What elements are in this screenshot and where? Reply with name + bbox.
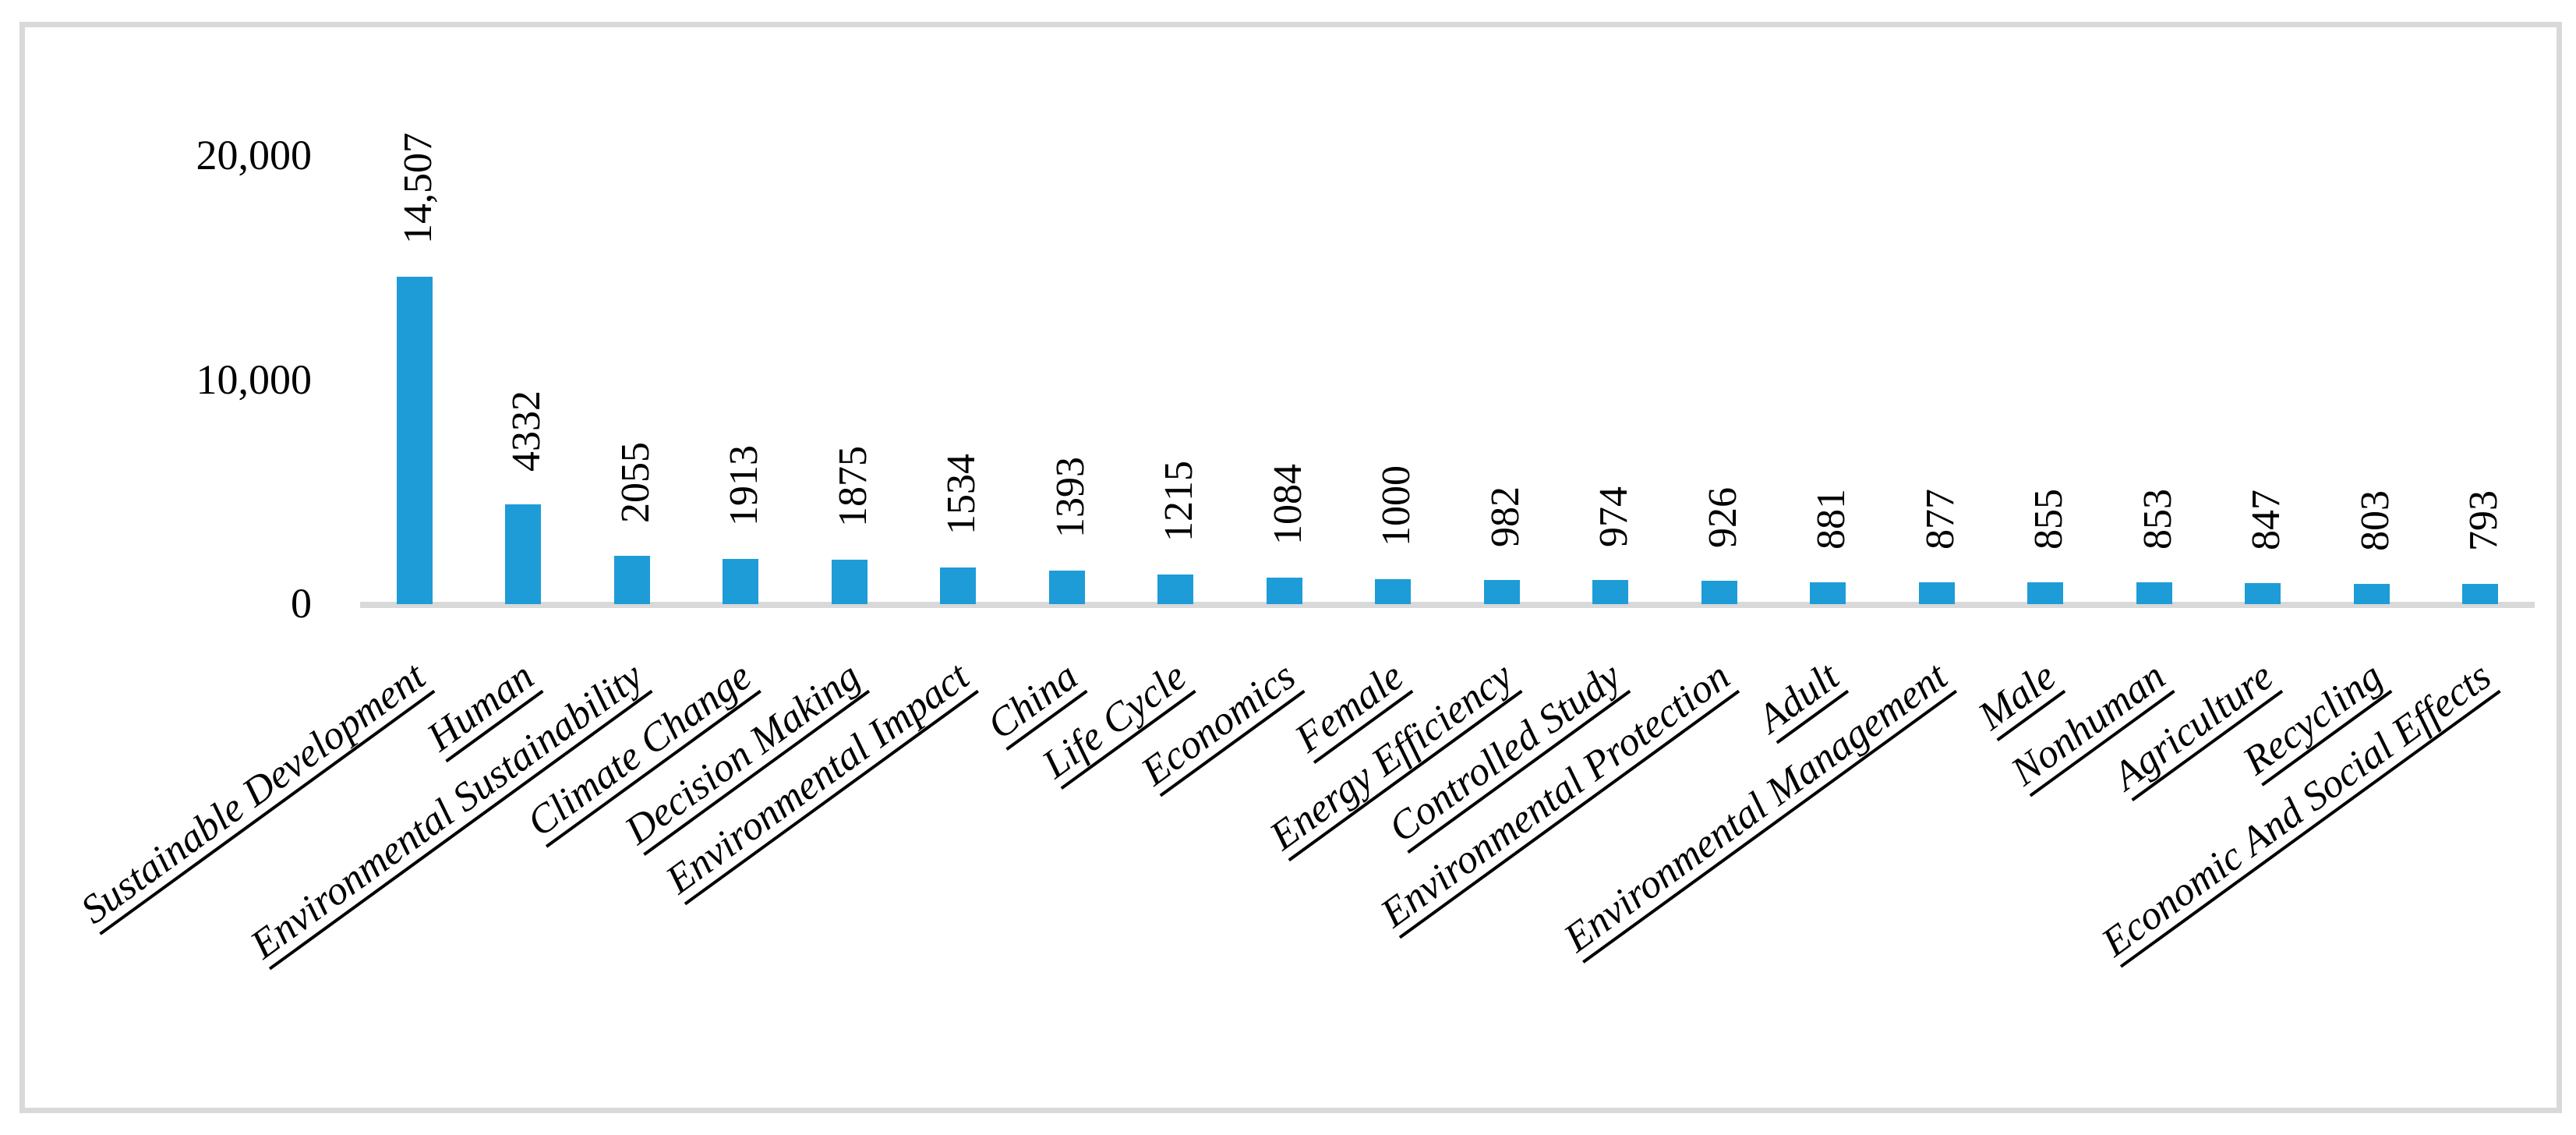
bar-value-label: 1534 <box>939 454 984 535</box>
bar <box>1592 580 1628 604</box>
x-axis-line <box>360 602 2535 608</box>
bar-value-label: 4332 <box>504 391 549 472</box>
bar-value-label: 847 <box>2244 490 2289 550</box>
bar <box>1267 578 1302 604</box>
bar-value-label: 2055 <box>613 442 658 523</box>
bar <box>1049 571 1085 604</box>
y-axis-tick-label: 0 <box>291 580 312 627</box>
bar-value-label: 974 <box>1592 486 1637 547</box>
bar-value-label: 853 <box>2135 489 2180 550</box>
bar <box>614 556 650 604</box>
bar-value-label: 14,507 <box>395 133 440 244</box>
bar-value-label: 877 <box>1917 489 1963 550</box>
bar-value-label: 1393 <box>1048 457 1093 538</box>
bar <box>1919 582 1955 604</box>
bar-value-label: 793 <box>2461 490 2507 551</box>
bar <box>1484 580 1520 604</box>
bar <box>832 560 868 604</box>
bar <box>1157 575 1193 604</box>
bar-value-label: 803 <box>2352 490 2398 551</box>
bar-value-label: 1084 <box>1265 464 1310 545</box>
figure-border <box>19 22 2562 1113</box>
bar <box>1375 579 1411 604</box>
bar-value-label: 881 <box>1809 489 1854 550</box>
y-axis-tick-label: 10,000 <box>196 355 313 403</box>
bar <box>2354 584 2390 604</box>
bar-value-label: 1215 <box>1157 461 1202 542</box>
bar <box>2245 583 2281 604</box>
bar <box>505 504 541 604</box>
bar-value-label: 1875 <box>830 446 875 527</box>
bar-value-label: 982 <box>1482 486 1528 547</box>
bar-value-label: 926 <box>1700 487 1745 548</box>
bar <box>2136 582 2172 604</box>
bar <box>2462 584 2498 604</box>
bar <box>940 568 976 604</box>
bar <box>1701 581 1737 604</box>
bar-value-label: 1913 <box>722 445 767 526</box>
bar <box>723 559 758 604</box>
bar <box>1810 582 1846 604</box>
bar-value-label: 1000 <box>1374 465 1419 546</box>
bar <box>2027 582 2063 604</box>
bar-value-label: 855 <box>2027 489 2072 550</box>
y-axis-tick-label: 20,000 <box>196 132 313 179</box>
bar <box>397 277 433 604</box>
